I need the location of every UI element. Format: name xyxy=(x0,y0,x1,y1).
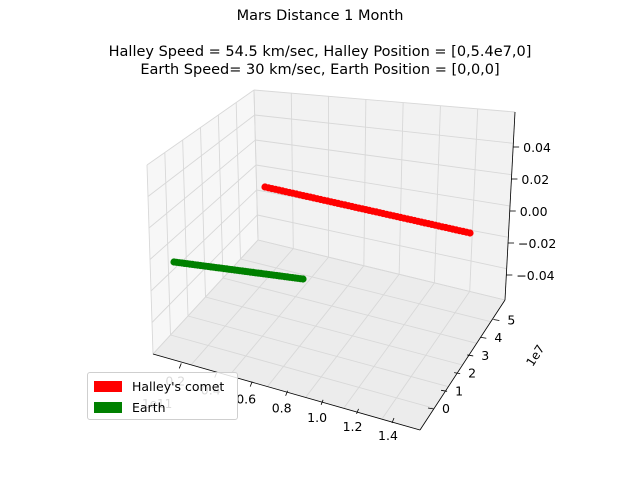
grid-line-z-left xyxy=(152,239,259,355)
y-tick-mark xyxy=(427,407,435,410)
x-axis-line xyxy=(152,353,421,431)
legend-swatch-earth xyxy=(94,401,122,413)
grid-line-z-back xyxy=(257,214,507,270)
legend-swatch-halley xyxy=(94,380,122,392)
grid-line-z-left xyxy=(146,89,255,166)
grid-line-y xyxy=(205,296,463,366)
x-tick-mark xyxy=(356,408,359,415)
y-tick-label: 4 xyxy=(494,330,502,345)
legend-label-halley: Halley's comet xyxy=(132,378,225,394)
floor-pane xyxy=(153,240,505,430)
x-tick-mark xyxy=(320,399,324,405)
chart-title: Mars Distance 1 Month xyxy=(236,8,404,24)
grid-line-z-back xyxy=(253,89,516,113)
z-tick-label: −0.04 xyxy=(516,268,554,283)
grid-line-z-left xyxy=(150,189,257,292)
grid-line-z-back xyxy=(255,164,511,207)
y-tick-mark xyxy=(454,372,461,375)
x-tick-label: 0.6 xyxy=(236,392,256,407)
x-tick-label: 1.0 xyxy=(307,410,327,425)
grid-line-y xyxy=(170,334,435,409)
grid-line-z-back xyxy=(254,114,514,144)
axis-lines xyxy=(152,111,516,431)
grid-line-z-back xyxy=(257,239,506,301)
grid-line-z-left xyxy=(147,114,255,197)
y-tick-label: 3 xyxy=(481,348,489,363)
z-axis-ticks: 0.04 0.02 0.00 −0.02 −0.04 xyxy=(506,140,556,283)
grid-line-y xyxy=(222,277,477,344)
z-tick-label: −0.02 xyxy=(518,236,556,251)
y-tick-mark xyxy=(441,389,448,392)
x-tick-mark xyxy=(249,381,253,387)
grid-line-y xyxy=(240,258,491,323)
y-tick-mark xyxy=(493,319,500,321)
y-tick-label: 1 xyxy=(455,383,463,398)
legend: Halley's comet Earth xyxy=(87,372,238,420)
grid-line-z-left xyxy=(148,139,256,229)
z-tick-label: 0.04 xyxy=(523,140,551,155)
legend-item-earth: Earth xyxy=(94,399,166,415)
x-tick-label: 1.4 xyxy=(378,428,398,443)
legend-label-earth: Earth xyxy=(132,399,166,415)
grid-line-z-left xyxy=(149,164,257,260)
y-axis-line xyxy=(419,299,506,431)
y-tick-label: 5 xyxy=(507,313,515,328)
x-tick-mark xyxy=(178,363,182,369)
x-tick-label: 0.8 xyxy=(272,401,292,416)
y-axis-offset-label: 1e7 xyxy=(523,342,547,369)
y-tick-label: 0 xyxy=(442,401,450,416)
chart-subtitle-halley: Halley Speed = 54.5 km/sec, Halley Posit… xyxy=(108,44,532,60)
z-tick-label: 0.00 xyxy=(520,204,548,219)
y-tick-label: 2 xyxy=(468,366,476,381)
earth-point xyxy=(299,275,307,283)
legend-item-halley: Halley's comet xyxy=(94,378,224,394)
y-tick-mark xyxy=(480,336,487,339)
chart-subtitle-earth: Earth Speed= 30 km/sec, Earth Position =… xyxy=(140,62,500,78)
grid-line-y xyxy=(187,315,449,388)
z-tick-label: 0.02 xyxy=(521,172,549,187)
left-pane xyxy=(147,90,258,354)
z-axis-line xyxy=(504,111,516,301)
y-tick-mark xyxy=(467,354,474,357)
back-pane xyxy=(254,90,515,300)
grid-line-z-back xyxy=(255,139,512,176)
x-tick-label: 1.2 xyxy=(343,419,363,434)
x-tick-mark xyxy=(391,417,395,424)
x-tick-mark xyxy=(285,390,289,396)
halley-point xyxy=(466,229,474,237)
data-points xyxy=(170,183,474,283)
